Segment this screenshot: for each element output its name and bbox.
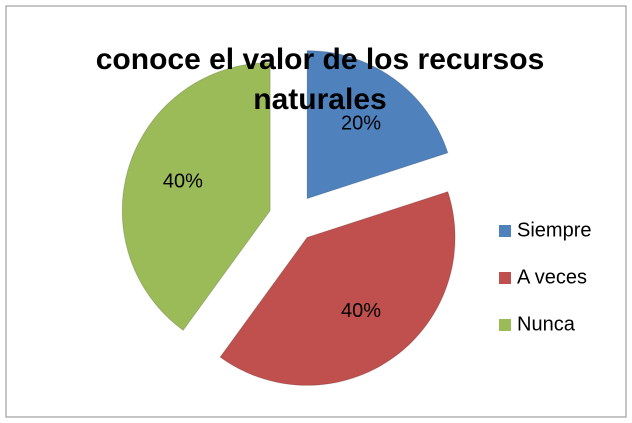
legend-swatch <box>499 272 511 284</box>
data-label: 40% <box>163 171 203 193</box>
legend-swatch <box>499 225 511 237</box>
pie-slice <box>121 62 271 332</box>
legend-swatch <box>499 319 511 331</box>
data-label: 20% <box>341 113 381 135</box>
pie-slice <box>306 50 449 200</box>
pie-slice <box>219 191 456 386</box>
legend-label: A veces <box>517 266 587 288</box>
legend-label: Siempre <box>517 219 591 241</box>
chart-title: conoce el valor de los recursos naturale… <box>95 43 545 116</box>
data-label: 40% <box>341 300 381 322</box>
legend-label: Nunca <box>517 313 576 335</box>
